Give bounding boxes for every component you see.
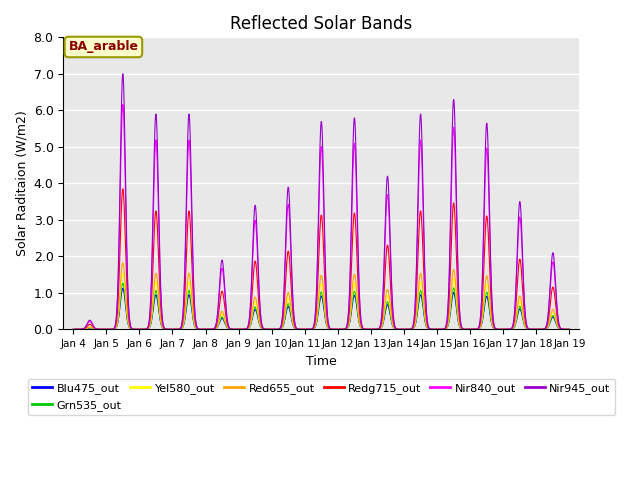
Title: Reflected Solar Bands: Reflected Solar Bands [230, 15, 412, 33]
X-axis label: Time: Time [306, 355, 337, 368]
Legend: Blu475_out, Grn535_out, Yel580_out, Red655_out, Redg715_out, Nir840_out, Nir945_: Blu475_out, Grn535_out, Yel580_out, Red6… [28, 379, 615, 415]
Y-axis label: Solar Raditaion (W/m2): Solar Raditaion (W/m2) [15, 110, 28, 256]
Text: BA_arable: BA_arable [68, 40, 138, 53]
